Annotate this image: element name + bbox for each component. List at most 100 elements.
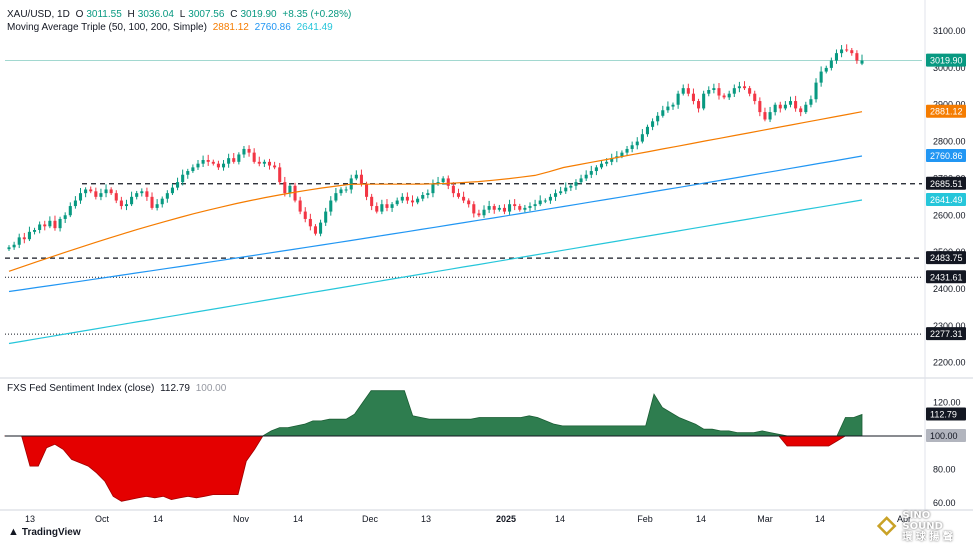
candle-body bbox=[114, 193, 118, 201]
ma-line-50 bbox=[8, 111, 863, 272]
candle-body bbox=[145, 191, 149, 197]
candle-body bbox=[400, 196, 404, 201]
candle-body bbox=[737, 86, 741, 89]
candle-body bbox=[451, 185, 455, 194]
candle-body bbox=[426, 193, 430, 195]
candle-body bbox=[569, 185, 573, 188]
candle-body bbox=[135, 193, 139, 197]
candle-body bbox=[247, 148, 251, 153]
candle-body bbox=[492, 206, 496, 210]
candle-body bbox=[53, 220, 57, 229]
candle-body bbox=[625, 148, 629, 153]
indicator-baseline-tag-label: 100.00 bbox=[930, 431, 958, 441]
candle-body bbox=[38, 224, 42, 230]
candle-body bbox=[456, 193, 461, 197]
candle-body bbox=[574, 182, 578, 186]
candle-body bbox=[722, 95, 726, 98]
candle-body bbox=[227, 158, 231, 164]
candle-body bbox=[370, 196, 374, 207]
candle-body bbox=[63, 215, 67, 219]
change-value: +8.35 (+0.28%) bbox=[282, 9, 352, 20]
candle-body bbox=[140, 191, 144, 194]
candle-body bbox=[43, 224, 47, 227]
indicator-baseline: 100.00 bbox=[195, 383, 227, 394]
candle-body bbox=[794, 101, 798, 109]
candle-body bbox=[502, 207, 506, 212]
candle-body bbox=[436, 182, 440, 184]
candle-body bbox=[12, 244, 16, 248]
candle-body bbox=[303, 211, 307, 219]
candle-body bbox=[508, 204, 512, 212]
candle-body bbox=[7, 247, 11, 250]
symbol-label[interactable]: XAU/USD, 1D bbox=[7, 9, 70, 20]
indicator-title[interactable]: FXS Fed Sentiment Index (close) bbox=[7, 383, 155, 394]
candle-body bbox=[768, 112, 772, 120]
candle-body bbox=[206, 160, 210, 162]
price-tag bbox=[926, 53, 966, 67]
price-tag-label: 2277.31 bbox=[930, 329, 963, 339]
ma100-value: 2760.86 bbox=[254, 22, 291, 33]
candle-body bbox=[467, 200, 471, 205]
indicator-value-tag-label: 112.79 bbox=[930, 410, 957, 420]
candle-body bbox=[651, 121, 655, 127]
candle-body bbox=[666, 106, 670, 111]
candle-body bbox=[155, 204, 159, 208]
ma-title[interactable]: Moving Average Triple (50, 100, 200, Sim… bbox=[7, 22, 207, 33]
ma50-value: 2881.12 bbox=[212, 22, 249, 33]
candle-body bbox=[176, 182, 180, 188]
candle-body bbox=[446, 178, 450, 186]
candle-body bbox=[73, 200, 77, 207]
candle-body bbox=[487, 206, 491, 210]
candle-body bbox=[58, 218, 62, 229]
candle-body bbox=[84, 189, 88, 194]
price-tick-label: 3000.00 bbox=[933, 63, 966, 73]
candle-body bbox=[17, 237, 21, 245]
candle-body bbox=[334, 193, 338, 201]
candle-body bbox=[344, 189, 348, 191]
candle-body bbox=[518, 206, 522, 210]
candle-body bbox=[257, 161, 261, 164]
candle-body bbox=[211, 161, 215, 164]
candle-body bbox=[753, 93, 757, 102]
indicator-pane bbox=[4, 390, 922, 502]
candle-body bbox=[273, 165, 277, 168]
candle-body bbox=[829, 60, 833, 68]
candle-body bbox=[354, 174, 358, 179]
candle-body bbox=[380, 204, 384, 212]
time-tick-label: 14 bbox=[153, 514, 163, 524]
candle-body bbox=[834, 53, 838, 61]
candle-body bbox=[824, 67, 828, 72]
candle-body bbox=[48, 220, 52, 227]
candle-body bbox=[599, 163, 604, 168]
candle-body bbox=[528, 206, 532, 208]
candle-body bbox=[717, 88, 721, 96]
grid-layer bbox=[0, 0, 973, 511]
close-value: 3019.90 bbox=[240, 9, 277, 20]
candle-body bbox=[850, 50, 854, 54]
candle-body bbox=[645, 126, 650, 135]
candle-body bbox=[497, 207, 501, 210]
candle-body bbox=[594, 167, 598, 172]
candle-body bbox=[640, 134, 644, 142]
axis-layer: 2200.002300.002400.002500.002600.002700.… bbox=[25, 26, 966, 524]
time-tick-label: 2025 bbox=[496, 514, 516, 524]
candle-body bbox=[416, 198, 420, 203]
candle-body bbox=[27, 231, 31, 240]
indicator-value: 112.79 bbox=[160, 383, 190, 394]
candle-body bbox=[278, 167, 282, 183]
candle-body bbox=[661, 110, 665, 116]
candle-body bbox=[620, 152, 624, 157]
candle-body bbox=[216, 163, 220, 168]
candle-body bbox=[671, 104, 675, 107]
tradingview-logo[interactable]: ▲ TradingView bbox=[8, 526, 81, 538]
candle-body bbox=[201, 160, 205, 164]
sentiment-negative-area bbox=[4, 435, 863, 502]
time-tick-label: 14 bbox=[555, 514, 565, 524]
candle-body bbox=[773, 104, 777, 113]
candle-body bbox=[109, 189, 113, 194]
candle-body bbox=[33, 230, 37, 232]
tradingview-icon: ▲ bbox=[8, 526, 19, 538]
candle-body bbox=[431, 183, 435, 194]
candle-body bbox=[554, 193, 558, 197]
candle-body bbox=[252, 152, 256, 162]
